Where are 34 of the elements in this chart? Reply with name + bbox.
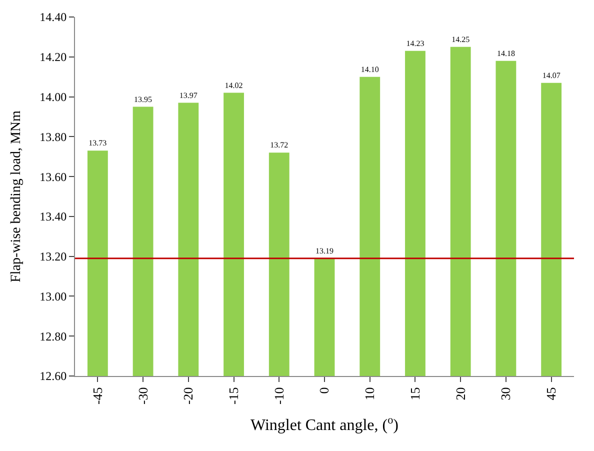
y-tick-label: 12.80	[40, 329, 67, 344]
data-label: 14.02	[224, 80, 243, 90]
y-tick-label: 13.20	[40, 250, 67, 264]
x-axis-title: Winglet Cant angle, ($^{o}$)	[250, 414, 399, 434]
y-tick-label: 12.60	[40, 369, 67, 384]
x-tick-label: 30	[498, 387, 514, 400]
y-tick-label: 14.20	[40, 50, 67, 64]
x-tick-label: 10	[362, 387, 378, 400]
y-tick-label: 13.80	[40, 130, 67, 144]
x-tick-label: -45	[90, 387, 105, 405]
x-tick-label: -10	[271, 387, 286, 405]
x-tick-label: 20	[452, 387, 468, 400]
y-tick-label: 13.40	[40, 210, 67, 224]
data-label: 14.18	[496, 48, 515, 58]
data-label: 13.95	[134, 94, 152, 104]
x-tick-label: 45	[544, 387, 559, 400]
x-tick-label: 15	[407, 387, 422, 400]
y-tick-label: 13.60	[40, 170, 67, 184]
data-label: 14.07	[542, 70, 560, 80]
y-tick-label: 14.40	[40, 10, 67, 24]
y-tick-label: 14.00	[40, 90, 67, 104]
x-tick-label: 0	[316, 387, 332, 394]
x-tick-label: -30	[135, 387, 150, 405]
x-tick-label: -20	[180, 387, 196, 405]
x-tick-label: -15	[226, 387, 241, 405]
data-label: 14.25	[452, 34, 470, 44]
data-label: 14.10	[360, 64, 379, 74]
data-label: 13.72	[270, 140, 288, 150]
y-axis-title: Flap-wise bending load, MNm	[9, 110, 24, 282]
y-tick-label: 13.00	[40, 289, 67, 304]
data-label: 13.73	[88, 138, 107, 148]
data-label: 13.19	[316, 246, 334, 256]
data-label: 13.97	[179, 90, 198, 100]
data-label: 14.23	[406, 38, 424, 48]
